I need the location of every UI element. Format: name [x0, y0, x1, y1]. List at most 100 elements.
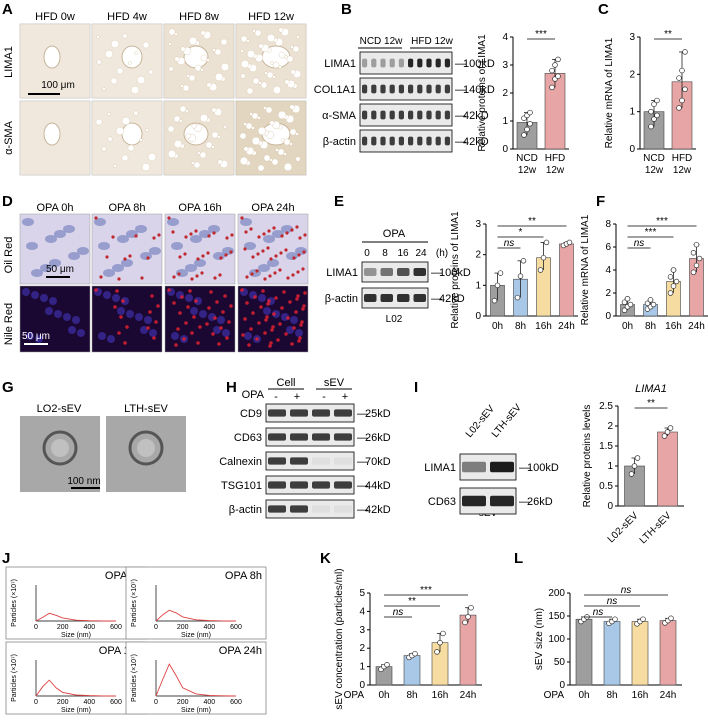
fat-vacuole — [240, 35, 248, 43]
data-point — [412, 650, 418, 657]
y-axis-label: Relative mRNA of LIMA1 — [580, 214, 591, 325]
data-point — [690, 269, 697, 276]
fluor-lipid — [215, 300, 219, 304]
fat-vacuole — [136, 75, 146, 85]
blot-band — [334, 457, 352, 465]
fat-vacuole — [270, 61, 274, 65]
blot-band — [490, 495, 514, 507]
group-label-hfd: HFD 12w — [411, 36, 453, 47]
fat-vacuole — [128, 61, 132, 65]
data-point — [670, 283, 677, 289]
blot-band — [268, 433, 286, 441]
fat-vacuole — [182, 84, 190, 92]
row-label-nile-red: Nile Red — [3, 303, 15, 345]
y-tick-label: 4 — [502, 32, 508, 43]
fat-vacuole — [258, 43, 264, 49]
lipid-droplet — [278, 268, 282, 272]
x-tick-label: 16h — [632, 690, 649, 701]
fluor-nucleus — [77, 329, 85, 337]
fat-vacuole — [254, 29, 262, 37]
lipid-droplet — [303, 233, 307, 237]
data-point — [627, 301, 634, 308]
sig-label: ns — [504, 238, 515, 249]
label-lth-sev: LTH-sEV — [124, 403, 168, 415]
data-point — [693, 262, 700, 269]
fluor-lipid — [298, 336, 302, 340]
lipid-droplet — [255, 269, 259, 273]
fluor-nucleus — [68, 326, 76, 334]
nta-x-tick: 0 — [34, 699, 38, 706]
fat-vacuole — [193, 161, 201, 169]
fat-vacuole — [272, 85, 282, 95]
lipid-droplet — [190, 277, 194, 281]
y-tick-label: 2 — [359, 643, 365, 654]
nta-x-label: Size (nm) — [61, 632, 91, 639]
data-point — [667, 290, 674, 296]
data-point — [696, 255, 703, 262]
panel-letter-g: G — [2, 379, 14, 396]
cell-nucleus — [54, 230, 66, 238]
fluor-nucleus — [263, 307, 271, 315]
lipid-droplet — [128, 254, 132, 258]
fat-vacuole — [139, 138, 143, 142]
data-point — [437, 639, 443, 646]
kd-tick: — — [455, 110, 466, 122]
blot-band — [408, 136, 414, 146]
y-axis-label: Relative mRNA of LIMA1 — [604, 37, 615, 148]
fat-vacuole — [223, 125, 227, 129]
fluor-lipid — [167, 288, 171, 292]
kd-marker: 100kD — [527, 462, 559, 474]
sig-label: ns — [634, 238, 645, 249]
lipid-droplet — [296, 270, 300, 274]
data-point — [520, 258, 527, 264]
cell-nucleus — [194, 259, 206, 267]
fluor-nucleus — [22, 288, 30, 296]
blot-row-label: α-SMA — [322, 110, 357, 122]
fat-vacuole — [277, 110, 287, 120]
fluor-lipid — [113, 305, 117, 309]
fat-vacuole — [214, 72, 224, 82]
fat-vacuole — [205, 141, 213, 149]
vessel-lumen — [43, 45, 61, 69]
fat-vacuole — [141, 162, 151, 172]
lipid-droplet — [272, 226, 276, 230]
lipid-droplet — [250, 272, 254, 276]
fat-vacuole — [239, 132, 247, 140]
data-point — [524, 126, 530, 133]
kd-marker: 26kD — [527, 496, 553, 508]
blot-strip — [359, 77, 453, 101]
cell-nucleus — [98, 242, 110, 250]
y-tick-label: 2 — [502, 88, 508, 99]
fluor-lipid — [117, 331, 121, 335]
y-tick-label: 50 — [554, 657, 566, 668]
fat-vacuole — [251, 136, 261, 146]
fluor-lipid — [268, 344, 272, 348]
fluor-lipid — [213, 316, 217, 320]
lipid-droplet — [201, 254, 205, 258]
fluor-lipid — [249, 327, 253, 331]
fat-vacuole — [188, 36, 198, 46]
blot-band — [389, 110, 395, 120]
data-point — [549, 67, 555, 74]
fat-vacuole — [240, 73, 246, 79]
fat-vacuole — [101, 146, 107, 152]
panel-letter-f: F — [596, 193, 605, 210]
data-point — [543, 239, 550, 246]
fat-vacuole — [289, 104, 295, 110]
data-point — [621, 307, 628, 314]
kd-marker: 25kD — [365, 408, 391, 420]
group-label-ncd: NCD 12w — [360, 36, 404, 47]
fluor-nucleus — [26, 332, 34, 340]
fluor-lipid — [263, 331, 267, 335]
fat-vacuole — [278, 27, 284, 33]
fat-vacuole — [295, 156, 301, 162]
fluor-nucleus — [54, 310, 62, 318]
fluor-lipid — [296, 294, 300, 298]
lipid-droplet — [279, 251, 283, 255]
y-tick-label: 3 — [359, 625, 365, 636]
fat-vacuole — [266, 33, 276, 43]
fluor-nucleus — [222, 329, 230, 337]
